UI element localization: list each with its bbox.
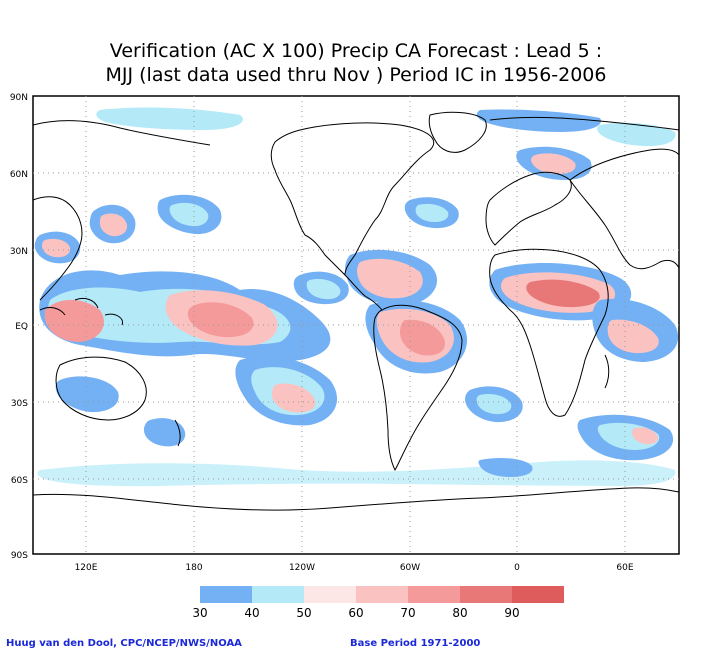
legend-label-90: 90 bbox=[504, 606, 519, 620]
correlation-patches bbox=[34, 107, 679, 487]
legend-label-30: 30 bbox=[192, 606, 207, 620]
patch-siberia-inner bbox=[531, 153, 576, 174]
latitude-labels: 90N 60N 30N EQ 30S 60S 90S bbox=[10, 93, 28, 561]
legend-label-40: 40 bbox=[244, 606, 259, 620]
patch-caribbean-inner bbox=[357, 258, 423, 299]
legend-label-60: 60 bbox=[348, 606, 363, 620]
lat-label-60s: 60S bbox=[11, 476, 28, 486]
patch-arctic-1 bbox=[96, 107, 244, 130]
coast-asia bbox=[569, 148, 680, 270]
lon-label-120e: 120E bbox=[75, 563, 98, 573]
coast-arctic bbox=[32, 116, 680, 146]
lat-label-30n: 30N bbox=[10, 247, 28, 257]
legend-swatch-6 bbox=[460, 586, 512, 603]
patch-north-pacific-inner bbox=[169, 202, 209, 227]
legend-swatch-5 bbox=[408, 586, 460, 603]
patch-east-pacific-inner bbox=[306, 279, 341, 300]
patch-arctic-3 bbox=[597, 122, 676, 146]
lon-label-0: 0 bbox=[514, 563, 520, 573]
patch-new-zealand bbox=[143, 418, 186, 447]
title-line-1: Verification (AC X 100) Precip CA Foreca… bbox=[109, 40, 603, 62]
legend-swatch-2 bbox=[252, 586, 304, 603]
legend-label-80: 80 bbox=[452, 606, 467, 620]
patch-amazon-core bbox=[400, 319, 446, 356]
patch-southern-ocean-2 bbox=[478, 458, 533, 477]
coast-new-zealand bbox=[174, 419, 181, 447]
patch-indian-inner bbox=[607, 319, 659, 354]
coast-australia bbox=[55, 356, 147, 421]
color-legend bbox=[200, 586, 564, 603]
coast-europe bbox=[485, 171, 572, 246]
lat-label-90n: 90N bbox=[10, 93, 28, 103]
longitude-labels: 120E 180 120W 60W 0 60E bbox=[75, 563, 634, 573]
title-line-2: MJJ (last data used thru Nov ) Period IC… bbox=[105, 64, 607, 86]
patch-sahel-core bbox=[526, 279, 600, 308]
coast-madagascar bbox=[604, 354, 610, 389]
patch-south-indian-core bbox=[632, 427, 659, 445]
patch-central-pacific-core bbox=[187, 302, 254, 338]
patch-south-pacific-core bbox=[272, 383, 316, 413]
coast-africa bbox=[489, 248, 609, 417]
lat-label-60n: 60N bbox=[10, 170, 28, 180]
patch-arctic-2 bbox=[476, 109, 601, 132]
lon-label-180: 180 bbox=[185, 563, 202, 573]
legend-labels: 30 40 50 60 70 80 90 bbox=[192, 606, 519, 620]
patch-southern-ocean bbox=[37, 460, 676, 487]
legend-swatch-3 bbox=[304, 586, 356, 603]
credit-base-period: Base Period 1971-2000 bbox=[350, 638, 481, 649]
patch-south-atlantic-inner bbox=[476, 394, 512, 415]
lat-label-30s: 30S bbox=[11, 399, 28, 409]
coast-south-america bbox=[373, 304, 463, 472]
legend-label-70: 70 bbox=[400, 606, 415, 620]
coastlines bbox=[32, 111, 680, 511]
patch-east-asia-inner bbox=[42, 238, 71, 258]
lon-label-60w: 60W bbox=[400, 563, 420, 573]
legend-swatch-4 bbox=[356, 586, 408, 603]
lat-label-90s: 90S bbox=[11, 551, 28, 561]
coast-north-america bbox=[270, 122, 435, 277]
legend-swatch-7 bbox=[512, 586, 564, 603]
credit-author: Huug van den Dool, CPC/NCEP/NWS/NOAA bbox=[6, 638, 242, 649]
patch-australia bbox=[55, 376, 119, 413]
coast-central-america bbox=[344, 274, 383, 311]
coast-indonesia bbox=[39, 297, 124, 326]
coast-greenland bbox=[428, 111, 487, 153]
patch-japan-inner bbox=[99, 213, 128, 237]
lon-label-60e: 60E bbox=[616, 563, 633, 573]
lon-label-120w: 120W bbox=[289, 563, 315, 573]
coast-antarctica bbox=[32, 487, 680, 511]
legend-label-50: 50 bbox=[296, 606, 311, 620]
patch-north-atlantic-inner bbox=[415, 203, 449, 222]
lat-label-eq: EQ bbox=[15, 322, 28, 332]
legend-swatch-1 bbox=[200, 586, 252, 603]
coast-east-asia bbox=[32, 196, 83, 301]
